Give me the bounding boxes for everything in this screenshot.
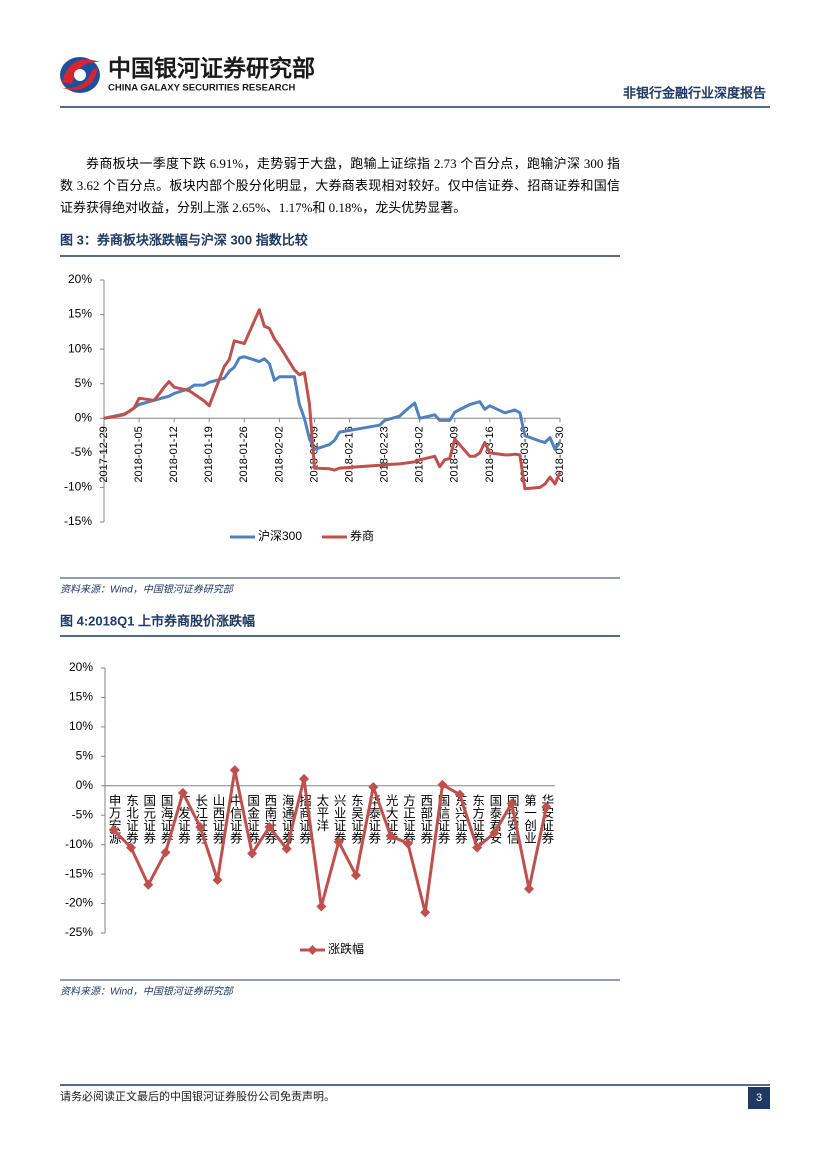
y-tick-label: 15%: [69, 690, 93, 704]
x-tick-label: 2018-02-16: [343, 426, 355, 482]
x-tick-label: 太平洋: [314, 793, 328, 832]
y-tick-label: 20%: [68, 272, 92, 286]
data-point: [524, 883, 535, 894]
figure-title: 图 4:2018Q1 上市券商股价涨跌幅: [60, 613, 255, 628]
org-name-en: CHINA GALAXY SECURITIES RESEARCH: [108, 83, 296, 94]
data-point: [489, 827, 500, 838]
data-point: [506, 798, 517, 809]
legend-label: 沪深300: [258, 529, 302, 543]
x-tick-label: 2018-03-16: [484, 426, 496, 482]
x-tick-label: 2018-02-02: [273, 426, 285, 482]
data-point: [437, 779, 448, 790]
x-tick-label: 国海证券: [159, 794, 173, 844]
data-point: [229, 765, 240, 776]
source-note: 资料来源：Wind，中国银河证券研究部: [60, 584, 235, 596]
x-tick-label: 光大证券: [384, 794, 398, 844]
legend-label: 券商: [350, 528, 374, 543]
x-tick-label: 第一创业: [522, 794, 536, 844]
data-point: [108, 824, 119, 835]
y-tick-label: -5%: [71, 445, 93, 459]
data-point: [177, 787, 188, 798]
data-point: [541, 801, 552, 812]
x-tick-label: 东方证券: [470, 794, 484, 844]
y-tick-label: 0%: [75, 410, 93, 424]
data-point: [143, 879, 154, 890]
disclaimer: 请务必阅读正文最后的中国银河证券股份公司免责声明。: [60, 1089, 335, 1103]
y-tick-label: 5%: [76, 749, 94, 763]
figure-title: 图 3：券商板块涨跌幅与沪深 300 指数比较: [60, 232, 308, 247]
y-tick-label: -15%: [65, 866, 93, 880]
x-tick-label: 国泰君安: [487, 794, 501, 844]
data-point: [160, 847, 171, 858]
y-tick-label: 20%: [69, 660, 93, 674]
x-tick-label: 东兴证券: [453, 794, 467, 844]
data-point: [368, 781, 379, 792]
data-point: [333, 836, 344, 847]
data-point: [281, 843, 292, 854]
data-point: [454, 789, 465, 800]
org-name: 中国银河证券研究部: [108, 55, 315, 81]
data-point: [195, 822, 206, 832]
x-tick-label: 山西证券: [211, 794, 225, 844]
y-tick-label: -10%: [64, 480, 92, 494]
x-tick-label: 中信证券: [228, 793, 242, 844]
data-point: [350, 870, 361, 881]
x-tick-label: 国元证券: [141, 794, 155, 844]
x-tick-label: 2018-02-23: [379, 426, 391, 482]
x-tick-label: 2018-01-12: [168, 426, 180, 482]
series-line: [103, 308, 562, 491]
data-point: [264, 822, 275, 832]
y-tick-label: 0%: [76, 778, 94, 792]
y-tick-label: 15%: [68, 307, 92, 321]
x-tick-label: 2018-03-02: [414, 426, 426, 482]
y-tick-label: -10%: [65, 837, 93, 851]
x-tick-label: 兴业证券: [332, 794, 346, 844]
y-tick-label: -5%: [72, 807, 94, 821]
y-tick-label: -25%: [65, 925, 93, 939]
series-line: [112, 768, 548, 914]
x-tick-label: 2018-03-30: [554, 426, 566, 482]
page-number-box: [748, 1087, 770, 1109]
x-tick-label: 2018-01-05: [133, 426, 145, 482]
legend-label: 涨跌幅: [328, 941, 364, 956]
y-tick-label: 10%: [68, 341, 92, 355]
x-tick-label: 长江证券: [193, 794, 207, 844]
data-point: [316, 901, 327, 912]
y-tick-label: -20%: [65, 896, 93, 910]
data-point: [385, 830, 396, 841]
legend-marker: [307, 945, 318, 955]
x-tick-label: 方正证券: [401, 793, 415, 844]
logo: [60, 57, 100, 93]
data-point: [212, 875, 223, 885]
y-tick-label: 5%: [75, 376, 93, 390]
data-point: [125, 842, 136, 853]
body-paragraph: 券商板块一季度下跌 6.91%，走势弱于大盘，跑输上证综指 2.73 个百分点，…: [60, 156, 620, 215]
data-point: [402, 838, 413, 849]
data-point: [420, 907, 431, 918]
source-note: 资料来源：Wind，中国银河证券研究部: [60, 986, 235, 998]
x-tick-label: 2017-12-29: [98, 426, 110, 482]
x-tick-label: 西部证券: [418, 794, 432, 844]
y-tick-label: 10%: [69, 719, 93, 733]
x-tick-label: 2018-01-26: [238, 426, 250, 482]
page-number: 3: [756, 1092, 762, 1104]
x-tick-label: 海通证券: [280, 793, 294, 844]
x-tick-label: 东北证券: [124, 794, 138, 844]
y-tick-label: -15%: [64, 514, 92, 528]
x-tick-label: 东吴证券: [349, 794, 363, 844]
data-point: [472, 842, 483, 853]
report-type: 非银行金融行业深度报告: [623, 85, 766, 100]
x-tick-label: 2018-01-19: [203, 426, 215, 482]
data-point: [299, 773, 310, 784]
data-point: [247, 848, 258, 859]
